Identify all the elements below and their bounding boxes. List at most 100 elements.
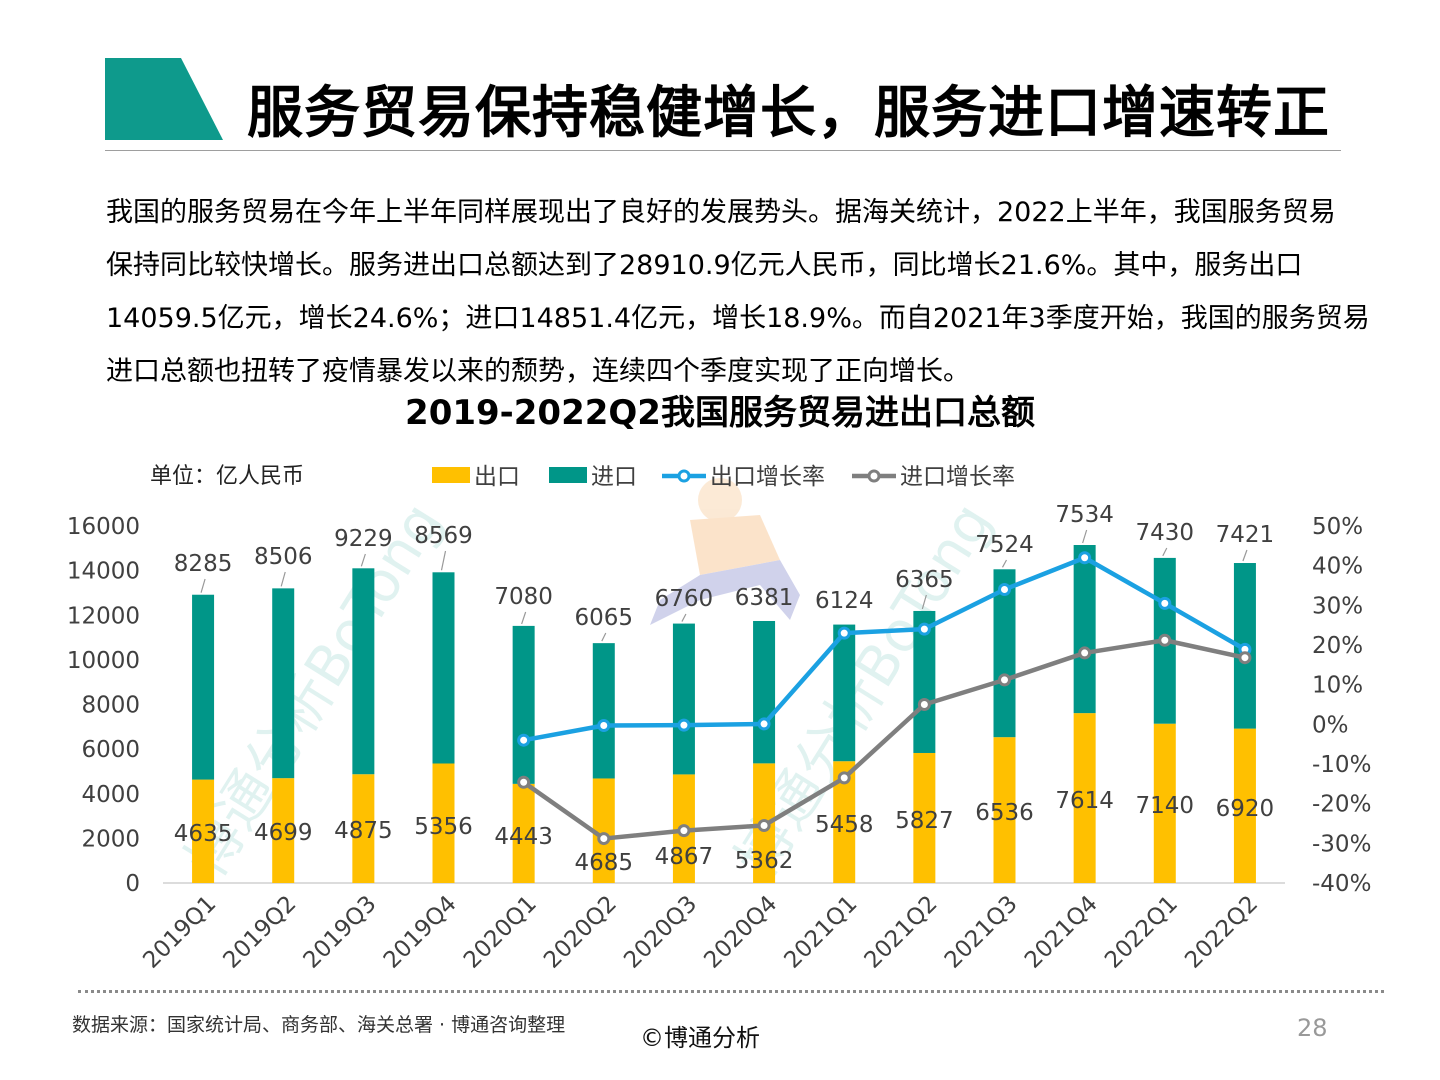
y-left-tick-label: 12000 — [67, 603, 140, 629]
import-rate-line — [522, 637, 1246, 841]
x-tick-label: 2022Q1 — [1100, 891, 1183, 974]
import-rate-point — [1238, 651, 1252, 665]
page-title: 服务贸易保持稳健增长，服务进口增速转正 — [247, 81, 1330, 146]
x-tick-label: 2019Q1 — [138, 891, 221, 974]
bar-export — [913, 752, 936, 883]
bar-export — [1153, 723, 1176, 883]
leader-line — [521, 611, 527, 625]
trade-chart: 博通分析BoTong 博通分析BoTong02000400060008000100… — [67, 464, 1372, 974]
bar-export — [512, 783, 535, 883]
data-label-export: 5362 — [735, 848, 794, 874]
bar-import — [672, 623, 695, 775]
bar-export — [352, 774, 375, 883]
import-rate-point — [677, 824, 691, 838]
copyright: ©博通分析 — [640, 1024, 760, 1052]
intro-paragraph: 我国的服务贸易在今年上半年同样展现出了良好的发展势头。据海关统计，2022上半年… — [106, 186, 1386, 398]
y-right-tick-label: -30% — [1312, 831, 1371, 857]
bar-import — [1073, 545, 1096, 714]
y-right-tick-label: 0% — [1312, 712, 1349, 738]
decorative-figure — [650, 478, 800, 625]
paragraph-line: 进口总额也扭转了疫情暴发以来的颓势，连续四个季度实现了正向增长。 — [106, 356, 970, 387]
import-rate-point — [597, 832, 611, 846]
data-label-export: 4875 — [334, 818, 393, 844]
import-rate-point — [1078, 646, 1092, 660]
bar-export — [592, 778, 615, 883]
bar-import — [192, 594, 215, 780]
bar-export — [192, 779, 215, 883]
bar-import — [993, 569, 1016, 738]
y-left-tick-label: 8000 — [81, 693, 140, 719]
y-left-tick-label: 4000 — [81, 782, 140, 808]
data-label-import: 6381 — [735, 585, 794, 611]
x-tick-label: 2019Q3 — [299, 891, 382, 974]
data-label-export: 7140 — [1136, 793, 1195, 819]
import-rate-point — [837, 771, 851, 785]
leader-line — [360, 553, 366, 567]
x-tick-label: 2021Q3 — [940, 891, 1023, 974]
title-accent-shape — [105, 58, 223, 140]
data-label-import: 6365 — [895, 567, 954, 593]
data-label-import: 8506 — [254, 544, 313, 570]
export-rate-point — [1158, 596, 1172, 610]
data-label-export: 4443 — [494, 824, 553, 850]
bar-import — [913, 610, 936, 753]
legend-swatch — [549, 467, 587, 483]
x-tick-label: 2022Q2 — [1180, 891, 1263, 974]
data-label-export: 5458 — [815, 812, 874, 838]
leader-line — [681, 613, 687, 622]
data-label-export: 6536 — [975, 800, 1034, 826]
figure-body — [690, 515, 780, 575]
x-tick-label: 2019Q4 — [379, 891, 462, 974]
y-right-tick-label: 20% — [1312, 633, 1363, 659]
bar-export — [833, 761, 856, 883]
data-label-import: 7534 — [1055, 502, 1114, 528]
x-tick-label: 2020Q4 — [699, 891, 782, 974]
leader-line — [200, 578, 206, 593]
data-label-export: 4635 — [174, 821, 233, 847]
x-tick-label: 2020Q3 — [619, 891, 702, 974]
import-rate-point — [1158, 633, 1172, 647]
leader-line — [1082, 529, 1088, 544]
x-tick-label: 2021Q1 — [780, 891, 863, 974]
data-label-import: 9229 — [334, 526, 393, 552]
data-label-export: 5356 — [414, 814, 473, 840]
legend-label: 进口 — [591, 464, 637, 490]
paragraph-line: 我国的服务贸易在今年上半年同样展现出了良好的发展势头。据海关统计，2022上半年… — [106, 197, 1336, 228]
y-right-tick-label: -10% — [1312, 752, 1371, 778]
y-right-tick-label: -40% — [1312, 871, 1371, 897]
bar-export — [272, 778, 295, 883]
leader-line — [1242, 549, 1248, 562]
footer-divider — [78, 990, 1384, 993]
bar-export — [993, 737, 1016, 883]
leader-line — [601, 632, 607, 642]
data-label-export: 6920 — [1216, 796, 1275, 822]
leader-line — [1162, 547, 1168, 557]
y-left-tick-label: 16000 — [67, 514, 140, 540]
y-right-tick-label: 40% — [1312, 554, 1363, 580]
data-label-import: 8285 — [174, 551, 233, 577]
paragraph-line: 保持同比较快增长。服务进出口总额达到了28910.9亿元人民币，同比增长21.6… — [106, 250, 1303, 281]
export-rate-line — [523, 555, 1247, 743]
y-left-tick-label: 2000 — [81, 826, 140, 852]
bar-import — [272, 588, 295, 779]
bar-import — [833, 624, 856, 762]
data-label-export: 4699 — [254, 820, 313, 846]
data-label-import: 6124 — [815, 588, 874, 614]
data-label-import: 7080 — [494, 584, 553, 610]
y-right-tick-label: 10% — [1312, 673, 1363, 699]
export-rate-point — [998, 582, 1011, 596]
bar-import — [512, 625, 535, 784]
bar-export — [432, 763, 455, 883]
data-label-export: 5827 — [895, 808, 954, 834]
data-label-import: 7421 — [1216, 522, 1275, 548]
data-label-import: 7430 — [1136, 520, 1195, 546]
legend-label: 进口增长率 — [900, 464, 1015, 490]
title-bar: 服务贸易保持稳健增长，服务进口增速转正 — [105, 58, 1341, 154]
x-tick-label: 2020Q2 — [539, 891, 622, 974]
bar-import — [432, 572, 455, 764]
data-label-import: 6760 — [655, 586, 714, 612]
legend-marker — [677, 469, 691, 483]
export-rate-point — [517, 733, 531, 747]
export-rate-point — [837, 626, 851, 640]
paragraph-line: 14059.5亿元，增长24.6%；进口14851.4亿元，增长18.9%。而自… — [106, 303, 1370, 334]
